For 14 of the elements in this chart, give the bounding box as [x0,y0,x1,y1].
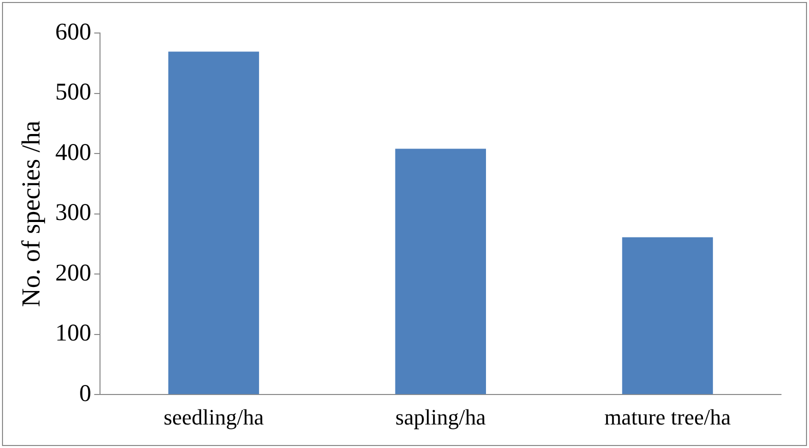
y-axis-title: No. of species /ha [16,120,46,307]
y-tick-label: 500 [55,80,92,106]
y-tick-label: 0 [79,380,92,407]
y-tick-label: 400 [55,140,92,166]
y-tick-label: 300 [55,200,92,226]
bar [622,237,713,394]
bar [168,52,260,394]
y-tick-label: 200 [55,260,92,286]
y-tick-label: 100 [55,320,92,347]
x-tick-label: mature tree/ha [604,404,731,430]
y-tick-label: 600 [55,19,92,46]
x-tick-label: sapling/ha [395,404,486,430]
x-tick-label: seedling/ha [164,404,264,430]
bar [395,148,486,394]
